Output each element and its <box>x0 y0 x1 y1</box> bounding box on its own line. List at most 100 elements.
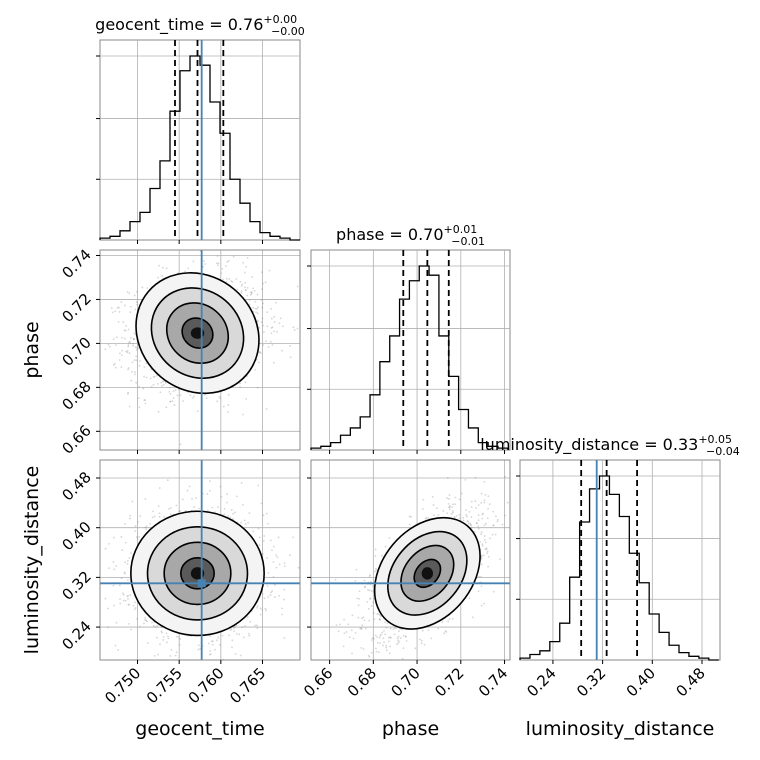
sample-point <box>179 638 182 640</box>
sample-point <box>423 643 426 646</box>
hist-frame <box>519 459 721 661</box>
sample-point <box>145 525 148 528</box>
sample-point <box>481 543 484 546</box>
sample-point <box>272 561 275 563</box>
sample-point <box>264 607 267 610</box>
sample-point <box>133 608 136 611</box>
sample-point <box>228 634 231 637</box>
sample-point <box>162 266 164 269</box>
sample-point <box>184 509 187 512</box>
sample-point <box>488 503 491 506</box>
sample-point <box>270 332 273 335</box>
sample-point <box>114 644 117 647</box>
sample-point <box>486 517 489 520</box>
sample-point <box>470 524 472 527</box>
sample-point <box>477 527 480 530</box>
sample-point <box>165 267 168 270</box>
sample-point <box>119 598 121 600</box>
density-layer <box>85 479 300 660</box>
sample-point <box>467 520 470 523</box>
hist-panel-geocent_time: geocent_time = 0.76+0.00 −0.00 <box>95 13 305 244</box>
sample-point <box>104 547 107 550</box>
sample-point <box>264 281 267 284</box>
sample-point <box>139 515 142 518</box>
sample-point <box>241 283 244 286</box>
sample-point <box>133 338 135 341</box>
sample-point <box>136 538 139 540</box>
sample-point <box>119 352 121 355</box>
sample-point <box>272 575 275 578</box>
sample-point <box>245 289 247 292</box>
hist-step-geocent_time <box>99 55 300 241</box>
sample-point <box>211 506 214 509</box>
sample-point <box>470 500 473 503</box>
sample-point <box>367 607 370 610</box>
sample-point <box>254 624 256 627</box>
sample-point <box>370 639 373 641</box>
sample-point <box>483 535 486 537</box>
sample-point <box>177 636 180 638</box>
sample-point <box>360 647 363 649</box>
sample-point <box>480 575 482 578</box>
sample-point <box>130 628 133 631</box>
sample-point <box>256 312 259 315</box>
sample-point <box>153 375 156 378</box>
sample-point <box>134 373 136 376</box>
sample-point <box>128 557 131 559</box>
sample-point <box>343 618 345 621</box>
sample-point <box>222 405 225 408</box>
sample-point <box>135 290 138 293</box>
sample-point <box>262 331 265 333</box>
sample-point <box>242 413 244 416</box>
sample-point <box>359 627 362 630</box>
sample-point <box>240 521 243 524</box>
sample-point <box>133 359 136 362</box>
sample-point <box>277 536 280 539</box>
sample-point <box>247 521 250 524</box>
sample-point <box>165 632 168 635</box>
sample-point <box>342 645 345 648</box>
sample-point <box>477 504 480 506</box>
sample-point <box>254 300 257 303</box>
sample-point <box>128 405 131 408</box>
sample-point <box>123 571 126 574</box>
sample-point <box>115 621 118 624</box>
sample-point <box>390 636 392 639</box>
sample-point <box>483 501 486 504</box>
sample-point <box>150 368 153 371</box>
sample-point <box>388 636 390 639</box>
sample-point <box>249 620 252 623</box>
sample-point <box>136 617 138 620</box>
sample-point <box>125 325 127 327</box>
sample-point <box>241 503 244 506</box>
sample-point <box>62 330 64 332</box>
sample-point <box>484 493 487 496</box>
sample-point <box>266 311 269 314</box>
sample-point <box>427 517 430 520</box>
sample-point <box>225 265 227 267</box>
sample-point <box>157 653 159 656</box>
sample-point <box>133 294 136 297</box>
sample-point <box>351 614 354 617</box>
sample-point <box>107 343 110 346</box>
sample-point <box>360 627 363 630</box>
sample-point <box>153 515 156 518</box>
sample-point <box>113 568 116 571</box>
sample-point <box>173 404 176 406</box>
sample-point <box>135 381 138 384</box>
sample-point <box>85 602 87 604</box>
sample-point <box>297 566 300 569</box>
sample-point <box>217 262 220 265</box>
sample-point <box>166 479 169 482</box>
sample-point <box>408 515 411 518</box>
sample-point <box>143 366 146 368</box>
sample-point <box>92 334 94 336</box>
sample-point <box>433 514 435 517</box>
sample-point <box>483 539 486 541</box>
sample-point <box>163 516 165 518</box>
sample-point <box>144 399 146 402</box>
sample-point <box>447 620 450 623</box>
sample-point <box>234 626 236 628</box>
sample-point <box>236 288 239 291</box>
sample-point <box>90 558 92 560</box>
